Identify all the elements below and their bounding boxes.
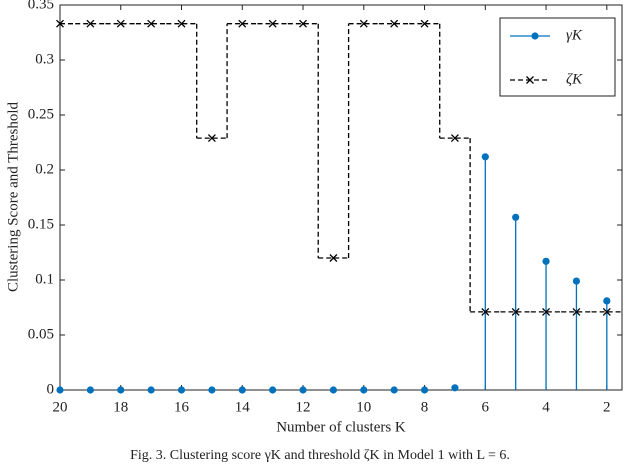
x-marker	[511, 307, 520, 316]
x-marker	[390, 19, 399, 28]
stem-marker	[329, 386, 338, 394]
stem-marker	[177, 386, 186, 394]
x-marker	[526, 76, 534, 84]
x-tick-label: 4	[542, 399, 550, 415]
y-tick-label: 0.2	[35, 161, 54, 177]
legend-box	[499, 17, 616, 97]
stem-marker	[572, 277, 581, 285]
x-marker	[116, 19, 125, 28]
stem-marker	[420, 386, 429, 394]
stem-marker	[208, 386, 216, 394]
stem-marker	[147, 386, 155, 394]
x-tick-label: 10	[356, 399, 371, 415]
legend-label: γK	[566, 27, 583, 43]
x-tick-label: 6	[482, 399, 490, 415]
x-axis-label: Number of clusters K	[276, 419, 406, 435]
y-tick-label: 0.35	[28, 0, 54, 12]
legend-label: ζK	[566, 71, 583, 87]
x-marker	[329, 254, 338, 262]
stem-marker	[390, 386, 398, 394]
x-marker	[602, 307, 611, 316]
x-tick-label: 8	[421, 399, 429, 415]
x-marker	[572, 307, 581, 316]
y-axis-label: Clustering Score and Threshold	[5, 101, 21, 292]
stem-marker	[451, 384, 459, 392]
y-tick-label: 0.3	[35, 51, 54, 67]
x-marker	[238, 19, 247, 28]
stem-marker	[603, 297, 611, 305]
caption: Fig. 3. Clustering score γK and threshol…	[130, 448, 510, 463]
y-tick-label: 0.15	[28, 216, 54, 232]
stem-marker	[360, 386, 368, 394]
y-tick-label: 0.25	[28, 106, 54, 122]
x-marker	[542, 307, 551, 316]
y-tick-label: 0.1	[35, 271, 54, 287]
x-tick-label: 20	[53, 399, 68, 415]
x-marker	[450, 134, 459, 143]
plot-frame	[59, 4, 623, 391]
x-tick-label: 16	[174, 399, 190, 415]
stem-marker	[56, 386, 64, 394]
x-marker	[359, 19, 368, 28]
x-marker	[268, 19, 277, 28]
stem-marker	[481, 153, 489, 161]
x-tick-label: 2	[603, 399, 611, 415]
stem-marker	[238, 386, 246, 394]
stem-marker	[512, 213, 520, 221]
x-marker	[56, 19, 64, 28]
x-tick-label: 12	[296, 399, 311, 415]
y-tick-label: 0.05	[28, 326, 54, 342]
stem-marker	[299, 386, 307, 394]
stem-marker	[542, 257, 550, 265]
x-marker	[207, 134, 216, 143]
x-marker	[86, 19, 95, 28]
stem-marker	[117, 386, 125, 394]
legend-marker	[531, 32, 539, 40]
x-marker	[420, 19, 429, 28]
y-tick-label: 0	[47, 381, 55, 397]
x-tick-label: 18	[113, 399, 128, 415]
x-marker	[147, 19, 156, 28]
x-marker	[481, 307, 490, 316]
x-marker	[299, 19, 307, 28]
x-tick-label: 14	[235, 399, 251, 415]
stem-marker	[86, 386, 94, 394]
stem-marker	[269, 386, 277, 394]
x-marker	[177, 19, 186, 28]
